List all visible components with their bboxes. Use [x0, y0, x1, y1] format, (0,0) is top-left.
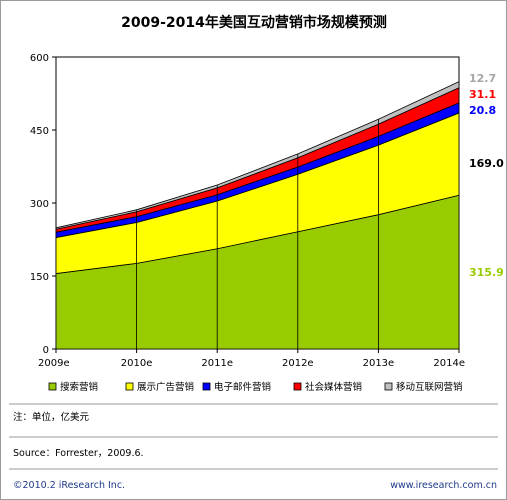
- legend-swatch-5: [384, 382, 393, 391]
- chart-title: 2009-2014年美国互动营销市场规模预测: [121, 14, 387, 31]
- legend-label-5: 移动互联网营销: [396, 381, 463, 393]
- y-axis: 0 150 300 450 600: [30, 53, 56, 356]
- legend-swatch-2: [125, 382, 134, 391]
- unit-note: 注：单位，亿美元: [13, 411, 90, 423]
- legend-label-4: 社会媒体营销: [305, 381, 363, 393]
- end-label-series-4: 31.1: [469, 88, 496, 101]
- end-label-series-2: 169.0: [469, 157, 504, 170]
- copyright-text: ©2010.2 iResearch Inc.: [13, 480, 125, 491]
- website-link[interactable]: www.iresearch.com.cn: [390, 480, 497, 491]
- x-tick-label: 2009e: [38, 358, 70, 369]
- x-tick-label: 2012e: [282, 358, 314, 369]
- end-label-series-5: 12.7: [469, 72, 496, 85]
- x-tick-label: 2010e: [121, 358, 153, 369]
- y-tick-label: 0: [43, 345, 49, 356]
- x-axis: 2009e 2010e 2011e 2012e 2013e 2014e: [38, 349, 465, 369]
- source-note: Source：Forrester，2009.6.: [13, 448, 144, 459]
- end-label-series-1: 315.9: [469, 266, 504, 279]
- legend-label-2: 展示广告营销: [137, 381, 195, 393]
- legend-label-1: 搜索营销: [60, 381, 99, 393]
- year-gridlines: [136, 119, 379, 349]
- y-tick-label: 300: [30, 199, 49, 210]
- legend-label-3: 电子邮件营销: [214, 381, 272, 393]
- x-tick-label: 2011e: [201, 358, 233, 369]
- x-tick-label: 2014e: [433, 358, 465, 369]
- legend-swatch-3: [202, 382, 211, 391]
- legend-swatch-1: [48, 382, 57, 391]
- y-tick-label: 450: [30, 126, 49, 137]
- legend: 搜索营销 展示广告营销 电子邮件营销 社会媒体营销 移动互联网营销: [48, 381, 463, 393]
- end-label-series-3: 20.8: [469, 104, 496, 117]
- legend-swatch-4: [293, 382, 302, 391]
- y-tick-label: 150: [30, 272, 49, 283]
- x-tick-label: 2013e: [363, 358, 395, 369]
- area-layers: [55, 80, 460, 350]
- y-tick-label: 600: [30, 53, 49, 64]
- end-labels: 315.9 169.0 20.8 31.1 12.7: [469, 72, 504, 279]
